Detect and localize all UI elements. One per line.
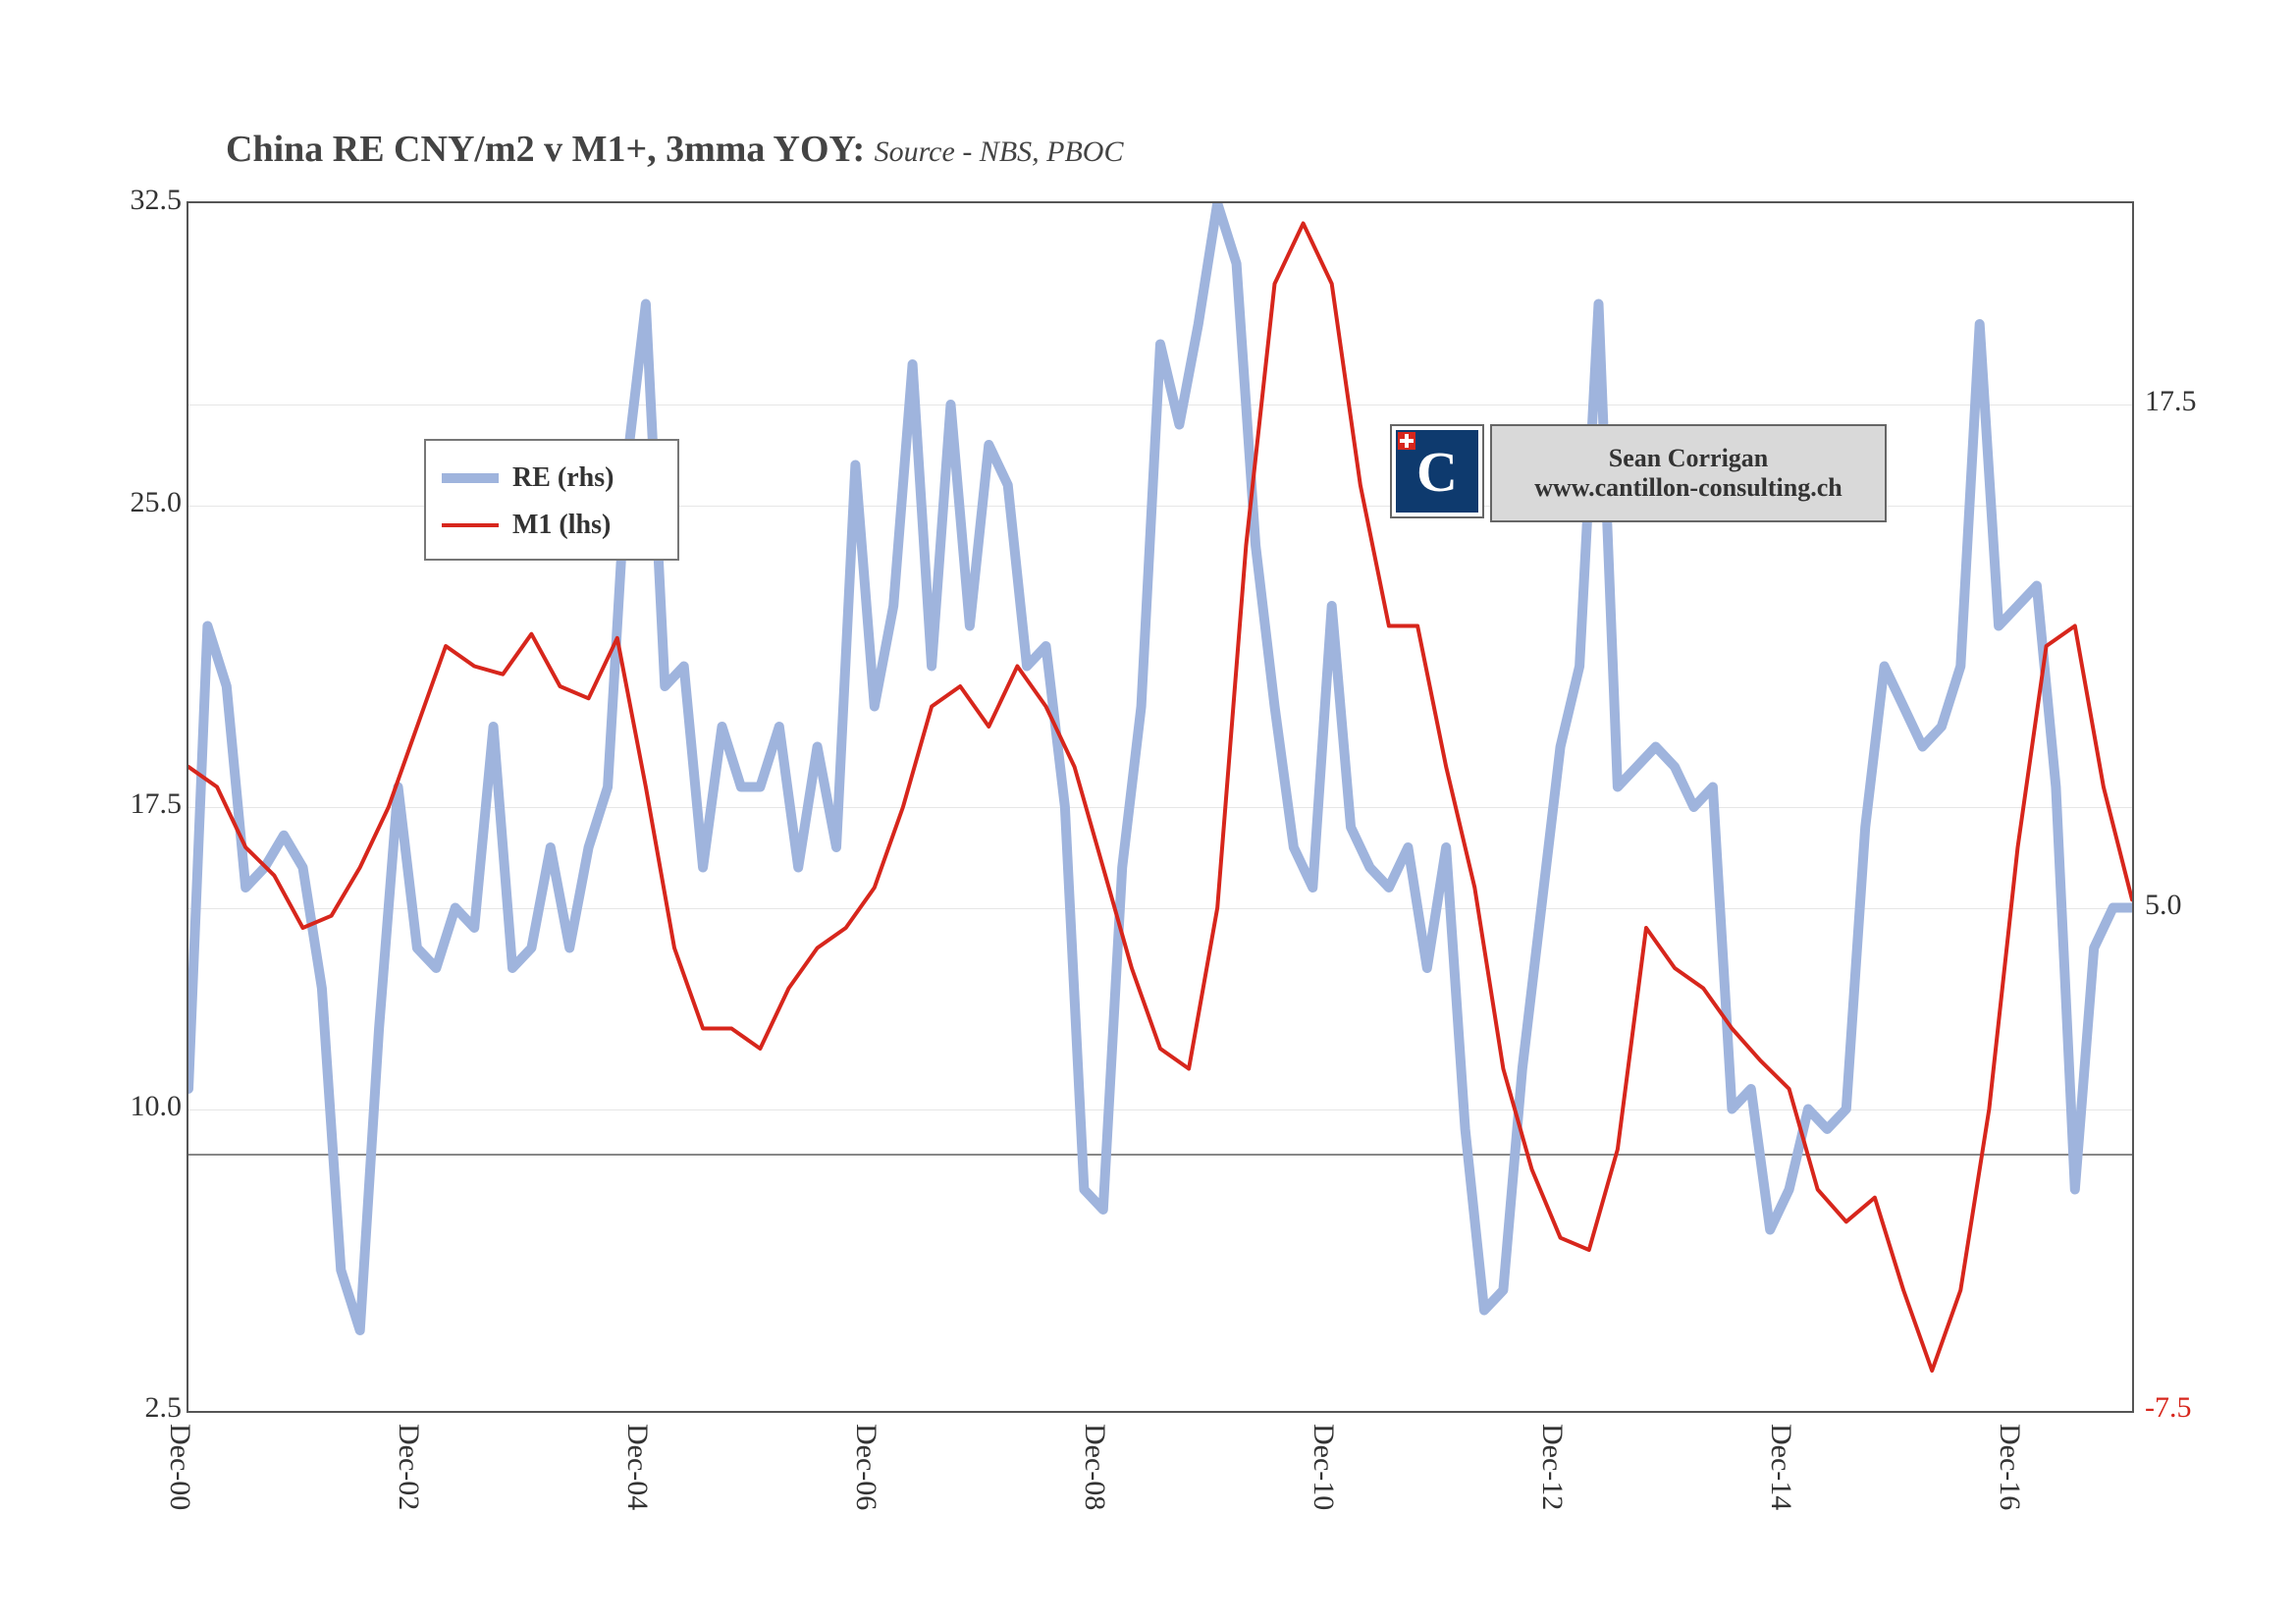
x-tick: Dec-04 [620,1424,654,1561]
y-right-tick: -7.5 [2145,1391,2223,1425]
legend-item-m1: M1 (lhs) [442,502,662,549]
legend-label-m1: M1 (lhs) [512,510,611,541]
chart-title: China RE CNY/m2 v M1+, 3mma YOY: Source … [226,128,1123,171]
y-right-tick: 5.0 [2145,889,2223,922]
y-right-tick: 17.5 [2145,385,2223,418]
series-svg [188,203,2132,1411]
x-tick: Dec-10 [1307,1424,1340,1561]
legend-label-re: RE (rhs) [512,462,614,494]
legend-swatch-m1 [442,523,499,527]
y-left-tick: 2.5 [113,1391,182,1425]
attribution-box: Sean Corrigan www.cantillon-consulting.c… [1490,424,1887,522]
x-tick: Dec-08 [1078,1424,1111,1561]
y-left-tick: 17.5 [113,787,182,821]
x-tick: Dec-16 [1993,1424,2026,1561]
x-tick: Dec-12 [1535,1424,1569,1561]
plot-area: RE (rhs) M1 (lhs) C Sean Corrigan www.ca… [187,201,2134,1413]
attribution-author: Sean Corrigan [1609,444,1769,473]
x-tick: Dec-02 [392,1424,425,1561]
series-line [188,203,2132,1330]
x-tick: Dec-00 [163,1424,196,1561]
x-tick: Dec-06 [849,1424,882,1561]
logo-letter: C [1416,439,1458,505]
cantillon-logo: C [1390,424,1484,518]
title-main: China RE CNY/m2 v M1+, 3mma YOY: [226,129,865,170]
attribution-url: www.cantillon-consulting.ch [1534,473,1842,503]
title-source: Source - NBS, PBOC [875,135,1124,168]
swiss-cross-icon [1398,432,1415,450]
y-left-tick: 32.5 [113,184,182,217]
x-tick: Dec-14 [1764,1424,1797,1561]
logo-inner: C [1396,430,1478,513]
legend-swatch-re [442,473,499,483]
y-left-tick: 10.0 [113,1090,182,1123]
legend-item-re: RE (rhs) [442,455,662,502]
chart-page: China RE CNY/m2 v M1+, 3mma YOY: Source … [0,0,2296,1623]
legend: RE (rhs) M1 (lhs) [424,439,679,561]
y-left-tick: 25.0 [113,486,182,519]
